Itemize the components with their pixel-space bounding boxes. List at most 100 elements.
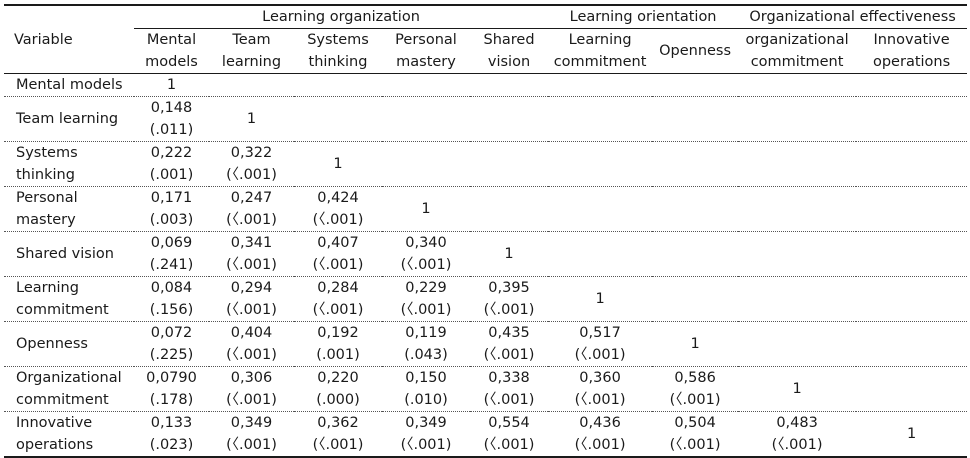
- correlation-value: 0,504: [674, 415, 716, 431]
- correlation-value: 0,349: [230, 415, 273, 431]
- diagonal-cell: 1: [738, 366, 857, 412]
- correlation-cell: 0,222 (.001): [134, 141, 209, 187]
- p-value: (.000): [316, 392, 360, 408]
- correlation-value: 0,349: [405, 415, 447, 431]
- correlation-cell: 0,504 (〈.001): [652, 411, 739, 458]
- p-value: (〈.001): [226, 167, 277, 183]
- empty-cell: [470, 186, 549, 232]
- empty-cell: [548, 96, 653, 142]
- correlation-value: 0,133: [150, 415, 193, 431]
- correlation-value: 0,0790: [146, 370, 197, 386]
- correlation-value: 0,341: [230, 235, 273, 251]
- row-label: Openness: [4, 321, 134, 367]
- correlation-value: 0,362: [317, 415, 359, 431]
- group-organizational-effectiveness: Organizational effectiveness: [738, 4, 968, 29]
- table-row: Openness 0,072 (.225) 0,404 (〈.001) 0,192 (.00…: [4, 321, 968, 367]
- p-value: (〈.001): [226, 347, 277, 363]
- correlation-cell: 0,424 (〈.001): [294, 186, 382, 232]
- table-row: Personal mastery 0,171 (.003) 0,247 (〈.001) 0,…: [4, 186, 968, 232]
- diagonal-cell: 1: [470, 231, 549, 277]
- empty-cell: [738, 141, 857, 187]
- table-body: Mental models 1 Team learning 0,148 (.011) 1 S…: [4, 73, 968, 458]
- empty-cell: [738, 231, 857, 277]
- empty-cell: [209, 73, 294, 97]
- column-header-line: vision: [487, 54, 531, 70]
- row-label-line: Organizational: [16, 370, 122, 386]
- empty-cell: [548, 231, 653, 277]
- empty-cell: [548, 141, 653, 187]
- correlation-cell: 0,483 (〈.001): [738, 411, 857, 458]
- empty-cell: [652, 186, 739, 232]
- correlation-cell: 0,349 (〈.001): [382, 411, 470, 458]
- empty-cell: [652, 96, 739, 142]
- correlation-value: 0,322: [230, 145, 273, 161]
- empty-cell: [294, 73, 382, 97]
- row-label: Personal mastery: [4, 186, 134, 232]
- column-header: Mental models: [134, 28, 209, 74]
- correlation-cell: 0,229 (〈.001): [382, 276, 470, 322]
- correlation-cell: 0,294 (〈.001): [209, 276, 294, 322]
- correlation-cell: 0,0790 (.178): [134, 366, 209, 412]
- row-label-line: Learning: [16, 280, 79, 296]
- table-row: Learning commitment 0,084 (.156) 0,294 (〈.001…: [4, 276, 968, 322]
- column-header-line: Learning: [568, 32, 632, 48]
- p-value: (〈.001): [669, 392, 721, 408]
- correlation-cell: 0,407 (〈.001): [294, 231, 382, 277]
- p-value: (.010): [404, 392, 448, 408]
- empty-cell: [856, 231, 968, 277]
- correlation-cell: 0,435 (〈.001): [470, 321, 549, 367]
- correlation-cell: 0,171 (.003): [134, 186, 209, 232]
- correlation-cell: 0,340 (〈.001): [382, 231, 470, 277]
- correlation-cell: 0,069 (.241): [134, 231, 209, 277]
- correlation-value: 0,148: [150, 100, 193, 116]
- correlation-cell: 0,084 (.156): [134, 276, 209, 322]
- p-value: (.001): [149, 167, 194, 183]
- correlation-cell: 0,192 (.001): [294, 321, 382, 367]
- table-row: Organizational commitment 0,0790 (.178) 0,30…: [4, 366, 968, 412]
- empty-cell: [548, 186, 653, 232]
- correlation-value: 0,404: [230, 325, 273, 341]
- empty-cell: [470, 96, 549, 142]
- correlation-value: 0,072: [150, 325, 193, 341]
- diagonal-cell: 1: [134, 73, 209, 97]
- correlation-value: 0,222: [150, 145, 193, 161]
- column-header-line: commitment: [750, 54, 844, 70]
- p-value: (.023): [149, 437, 194, 453]
- p-value: (.241): [149, 257, 194, 273]
- row-label: Systems thinking: [4, 141, 134, 187]
- p-value: (〈.001): [771, 437, 823, 453]
- row-label-line: Mental models: [16, 77, 123, 93]
- diagonal-cell: 1: [294, 141, 382, 187]
- correlation-value: 0,084: [150, 280, 193, 296]
- empty-cell: [856, 73, 968, 97]
- empty-cell: [738, 321, 857, 367]
- column-header-line: operations: [872, 54, 951, 70]
- correlation-cell: 0,072 (.225): [134, 321, 209, 367]
- row-label-line: Systems: [16, 145, 78, 161]
- correlation-value: 0,483: [776, 415, 818, 431]
- row-label: Shared vision: [4, 231, 134, 277]
- p-value: (〈.001): [226, 257, 277, 273]
- correlation-cell: 0,148 (.011): [134, 96, 209, 142]
- column-header-line: organizational: [745, 32, 849, 48]
- correlation-value: 0,247: [230, 190, 273, 206]
- table-row: Innovative operations 0,133 (.023) 0,349 (〈.0…: [4, 411, 968, 458]
- column-header-line: Systems: [307, 32, 369, 48]
- table-row: Systems thinking 0,222 (.001) 0,322 (〈.001) 1: [4, 141, 968, 187]
- p-value: (〈.001): [226, 302, 277, 318]
- correlation-value: 0,306: [230, 370, 273, 386]
- correlation-cell: 0,586 (〈.001): [652, 366, 739, 412]
- row-label-line: commitment: [16, 302, 109, 318]
- correlation-cell: 0,284 (〈.001): [294, 276, 382, 322]
- correlation-value: 0,554: [488, 415, 530, 431]
- correlation-cell: 0,554 (〈.001): [470, 411, 549, 458]
- column-header: Learning commitment: [548, 28, 653, 74]
- row-label-line: operations: [16, 437, 94, 453]
- empty-cell: [382, 73, 470, 97]
- correlation-value: 0,220: [317, 370, 359, 386]
- correlation-value: 0,192: [317, 325, 359, 341]
- row-label-line: Shared vision: [16, 246, 114, 262]
- row-label: Learning commitment: [4, 276, 134, 322]
- column-header: Systems thinking: [294, 28, 382, 74]
- column-header-line: Openness: [659, 43, 732, 59]
